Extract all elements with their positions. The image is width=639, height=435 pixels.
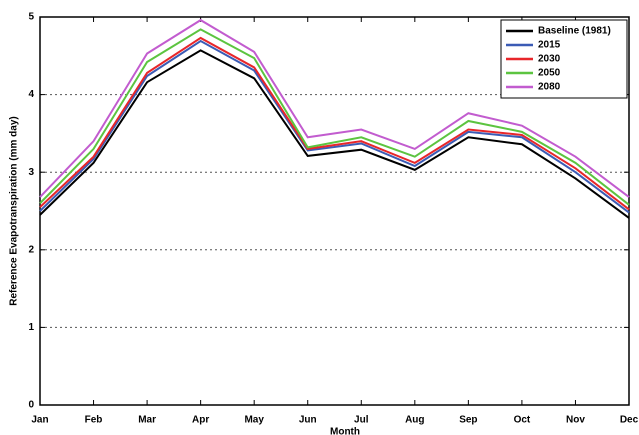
legend-label: 2050 (538, 68, 561, 79)
series-line (39, 18, 630, 198)
y-tick-label: 0 (28, 400, 34, 411)
x-tick-label: May (244, 415, 264, 426)
x-tick-label: Aug (405, 415, 424, 426)
y-tick-label: 4 (28, 89, 34, 100)
x-tick-label: Jul (354, 415, 369, 426)
x-tick-label: Apr (192, 415, 209, 426)
x-tick-label: Dec (620, 415, 639, 426)
series-line (39, 39, 630, 214)
x-tick-label: Jan (31, 415, 48, 426)
legend-label: 2030 (538, 54, 561, 65)
series-line (39, 36, 630, 211)
legend-label: Baseline (1981) (538, 26, 611, 37)
y-tick-label: 5 (28, 12, 34, 23)
x-tick-label: Nov (566, 415, 585, 426)
x-tick-label: Oct (514, 415, 531, 426)
series-line (39, 49, 630, 219)
x-tick-label: Feb (85, 415, 103, 426)
y-tick-label: 2 (28, 244, 34, 255)
y-tick-label: 1 (28, 322, 34, 333)
x-tick-label: Mar (138, 415, 156, 426)
x-tick-label: Jun (299, 415, 317, 426)
x-axis-label: Month (330, 427, 360, 435)
y-axis-label: Reference Evapotranspiration (mm day) (9, 116, 20, 306)
legend-label: 2080 (538, 82, 561, 93)
legend-label: 2015 (538, 40, 561, 51)
legend: Baseline (1981) 2015 2030 2050 2080 (500, 19, 628, 99)
y-tick-label: 3 (28, 167, 34, 178)
series-line (39, 28, 630, 206)
x-tick-label: Sep (459, 415, 477, 426)
